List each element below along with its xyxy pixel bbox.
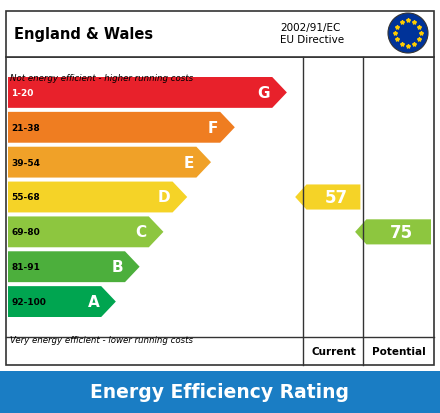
Polygon shape: [8, 147, 211, 178]
Text: D: D: [158, 190, 171, 205]
Text: EU Directive: EU Directive: [280, 35, 344, 45]
Text: 55-68: 55-68: [11, 193, 40, 202]
Text: Very energy efficient - lower running costs: Very energy efficient - lower running co…: [10, 335, 193, 344]
Text: 81-91: 81-91: [11, 263, 40, 272]
Text: B: B: [111, 260, 123, 275]
Text: 2002/91/EC: 2002/91/EC: [280, 23, 340, 33]
Text: 1-20: 1-20: [11, 89, 33, 98]
Bar: [6, 58, 434, 365]
Text: 92-100: 92-100: [11, 297, 46, 306]
Text: Not energy efficient - higher running costs: Not energy efficient - higher running co…: [10, 74, 193, 83]
Text: Energy Efficiency Rating: Energy Efficiency Rating: [91, 382, 349, 401]
Polygon shape: [8, 78, 287, 109]
Circle shape: [388, 14, 428, 54]
Text: G: G: [258, 86, 270, 101]
Text: Potential: Potential: [372, 346, 425, 356]
Text: 75: 75: [390, 223, 413, 241]
Text: F: F: [208, 121, 218, 135]
Polygon shape: [355, 220, 431, 245]
Text: Current: Current: [311, 346, 356, 356]
Text: A: A: [88, 294, 99, 309]
Bar: [0, 371, 440, 413]
Text: C: C: [136, 225, 147, 240]
Text: 39-54: 39-54: [11, 158, 40, 167]
Text: 21-38: 21-38: [11, 123, 40, 133]
Text: E: E: [184, 155, 194, 170]
Polygon shape: [8, 113, 235, 143]
Polygon shape: [8, 287, 116, 317]
Polygon shape: [295, 185, 360, 210]
Text: 57: 57: [325, 189, 348, 206]
Text: 69-80: 69-80: [11, 228, 40, 237]
Bar: [6, 12, 434, 58]
Text: England & Wales: England & Wales: [14, 26, 153, 41]
Polygon shape: [8, 182, 187, 213]
Polygon shape: [8, 217, 163, 248]
Polygon shape: [8, 252, 139, 282]
